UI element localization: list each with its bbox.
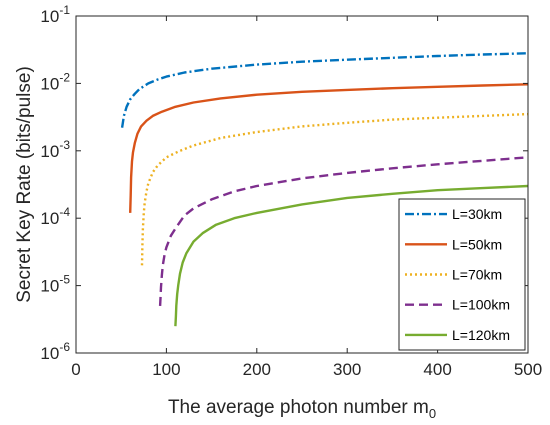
legend-label-3: L=70km (452, 267, 502, 283)
x-tick-label: 300 (333, 360, 361, 379)
legend: L=30km L=50km L=70km L=100km L=120km (398, 198, 526, 351)
y-tick-label-exponent: -5 (59, 273, 70, 287)
y-tick-label: 10-3 (40, 138, 70, 161)
y-tick-label-base: 10 (40, 7, 59, 26)
x-axis-title-main: The average photon number m (168, 397, 429, 418)
y-tick-label-base: 10 (40, 277, 59, 296)
x-tick-label: 0 (71, 360, 80, 379)
y-tick-label: 10-4 (40, 205, 70, 228)
series-curves (120, 52, 528, 327)
axes-box (75, 15, 529, 354)
x-tick-label: 500 (514, 360, 542, 379)
series-line-5 (174, 184, 528, 327)
y-tick-label-exponent: -2 (59, 70, 70, 84)
legend-label-5: L=120km (452, 327, 510, 343)
series-line-4 (158, 156, 528, 306)
y-tick-label: 10-1 (40, 3, 70, 26)
x-tick-label: 200 (243, 360, 271, 379)
y-tick-label: 10-6 (40, 340, 70, 363)
x-tick-label: 400 (423, 360, 451, 379)
x-axis-title-subscript: 0 (429, 406, 436, 421)
y-tick-label: 10-5 (40, 273, 70, 296)
y-tick-label-base: 10 (40, 74, 59, 93)
series-line-2 (129, 83, 528, 213)
y-tick-label: 10-2 (40, 70, 70, 93)
series-line-1 (120, 52, 528, 128)
y-tick-label-exponent: -6 (59, 340, 70, 354)
y-tick-label-base: 10 (40, 142, 59, 161)
y-axis-title: Secret Key Rate (bits/pulse) (14, 66, 35, 303)
y-tick-label-exponent: -1 (59, 3, 70, 17)
x-tick-label: 100 (152, 360, 180, 379)
x-axis-title: The average photon number m0 (168, 397, 436, 421)
legend-label-2: L=50km (452, 236, 502, 252)
y-tick-label-exponent: -3 (59, 138, 70, 152)
y-tick-label-base: 10 (40, 344, 59, 363)
y-tick-label-base: 10 (40, 209, 59, 228)
y-tick-label-exponent: -4 (59, 205, 70, 219)
legend-label-1: L=30km (452, 206, 502, 222)
axes (75, 15, 529, 354)
legend-label-4: L=100km (452, 297, 510, 313)
